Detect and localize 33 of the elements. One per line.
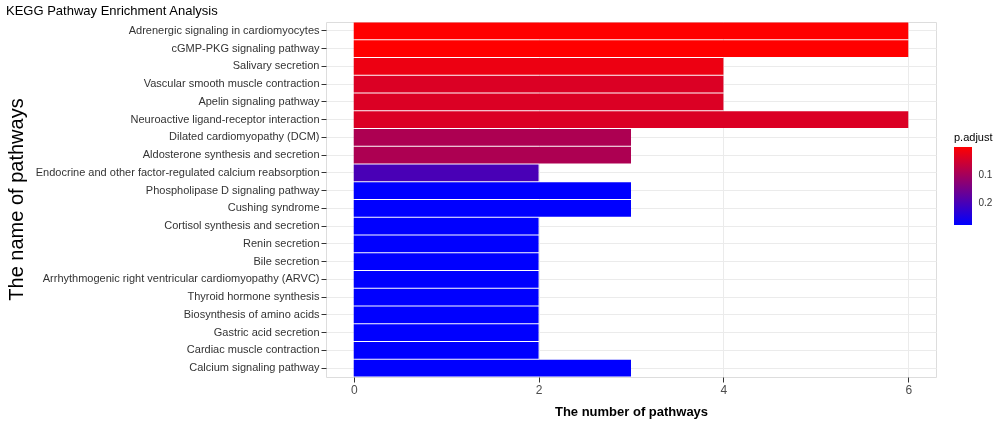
color-bar-title: p.adjust [954,131,993,143]
y-tick-label: Thyroid hormone synthesis [187,290,320,303]
color-bar-label: 0.1 [978,169,993,181]
y-tick-label: Renin secretion [243,236,320,249]
text: KEGG Pathway Enrichment Analysis [6,3,219,18]
bar [353,164,539,182]
y-tick-label: cGMP-PKG signaling pathway [171,41,320,54]
y-tick-label: Salivary secretion [232,59,320,72]
y-tick-label: Neuroactive ligand-receptor interaction [130,112,320,125]
y-tick-label: Cortisol synthesis and secretion [164,219,320,232]
y-tick-label: Calcium signaling pathway [189,361,320,374]
y-tick-label: Phospholipase D signaling pathway [145,183,320,196]
y-tick-label: Aldosterone synthesis and secretion [142,148,320,161]
x-tick-label: 0 [350,382,358,397]
bar [353,58,724,75]
y-tick-label: Cardiac muscle contraction [186,343,320,356]
bar [353,75,724,93]
x-tick-label: 6 [905,382,913,397]
y-tick-label: Endocrine and other factor-regulated calcium reabsorption [35,165,320,178]
y-tick-label: Gastric acid secretion [213,325,320,338]
x-axis-title: The number of pathways [554,403,709,419]
y-axis-title: The name of pathways [4,98,27,301]
y-tick-label: Biosynthesis of amino acids [183,307,320,320]
y-tick-label: Cushing syndrome [227,201,320,214]
x-tick-label: 2 [535,382,543,397]
x-tick-label: 4 [720,382,728,397]
y-tick-label: Adrenergic signaling in cardiomyocytes [128,23,320,36]
y-tick-label: Bile secretion [253,254,320,267]
y-tick-label: Dilated cardiomyopathy (DCM) [169,130,320,143]
y-tick-label: Apelin signaling pathway [198,94,320,107]
y-tick-label: Arrhythmogenic right ventricular cardiomyopathy (ARVC) [42,272,320,285]
color-bar-label: 0.2 [978,197,993,209]
y-tick-label: Vascular smooth muscle contraction [143,77,320,90]
